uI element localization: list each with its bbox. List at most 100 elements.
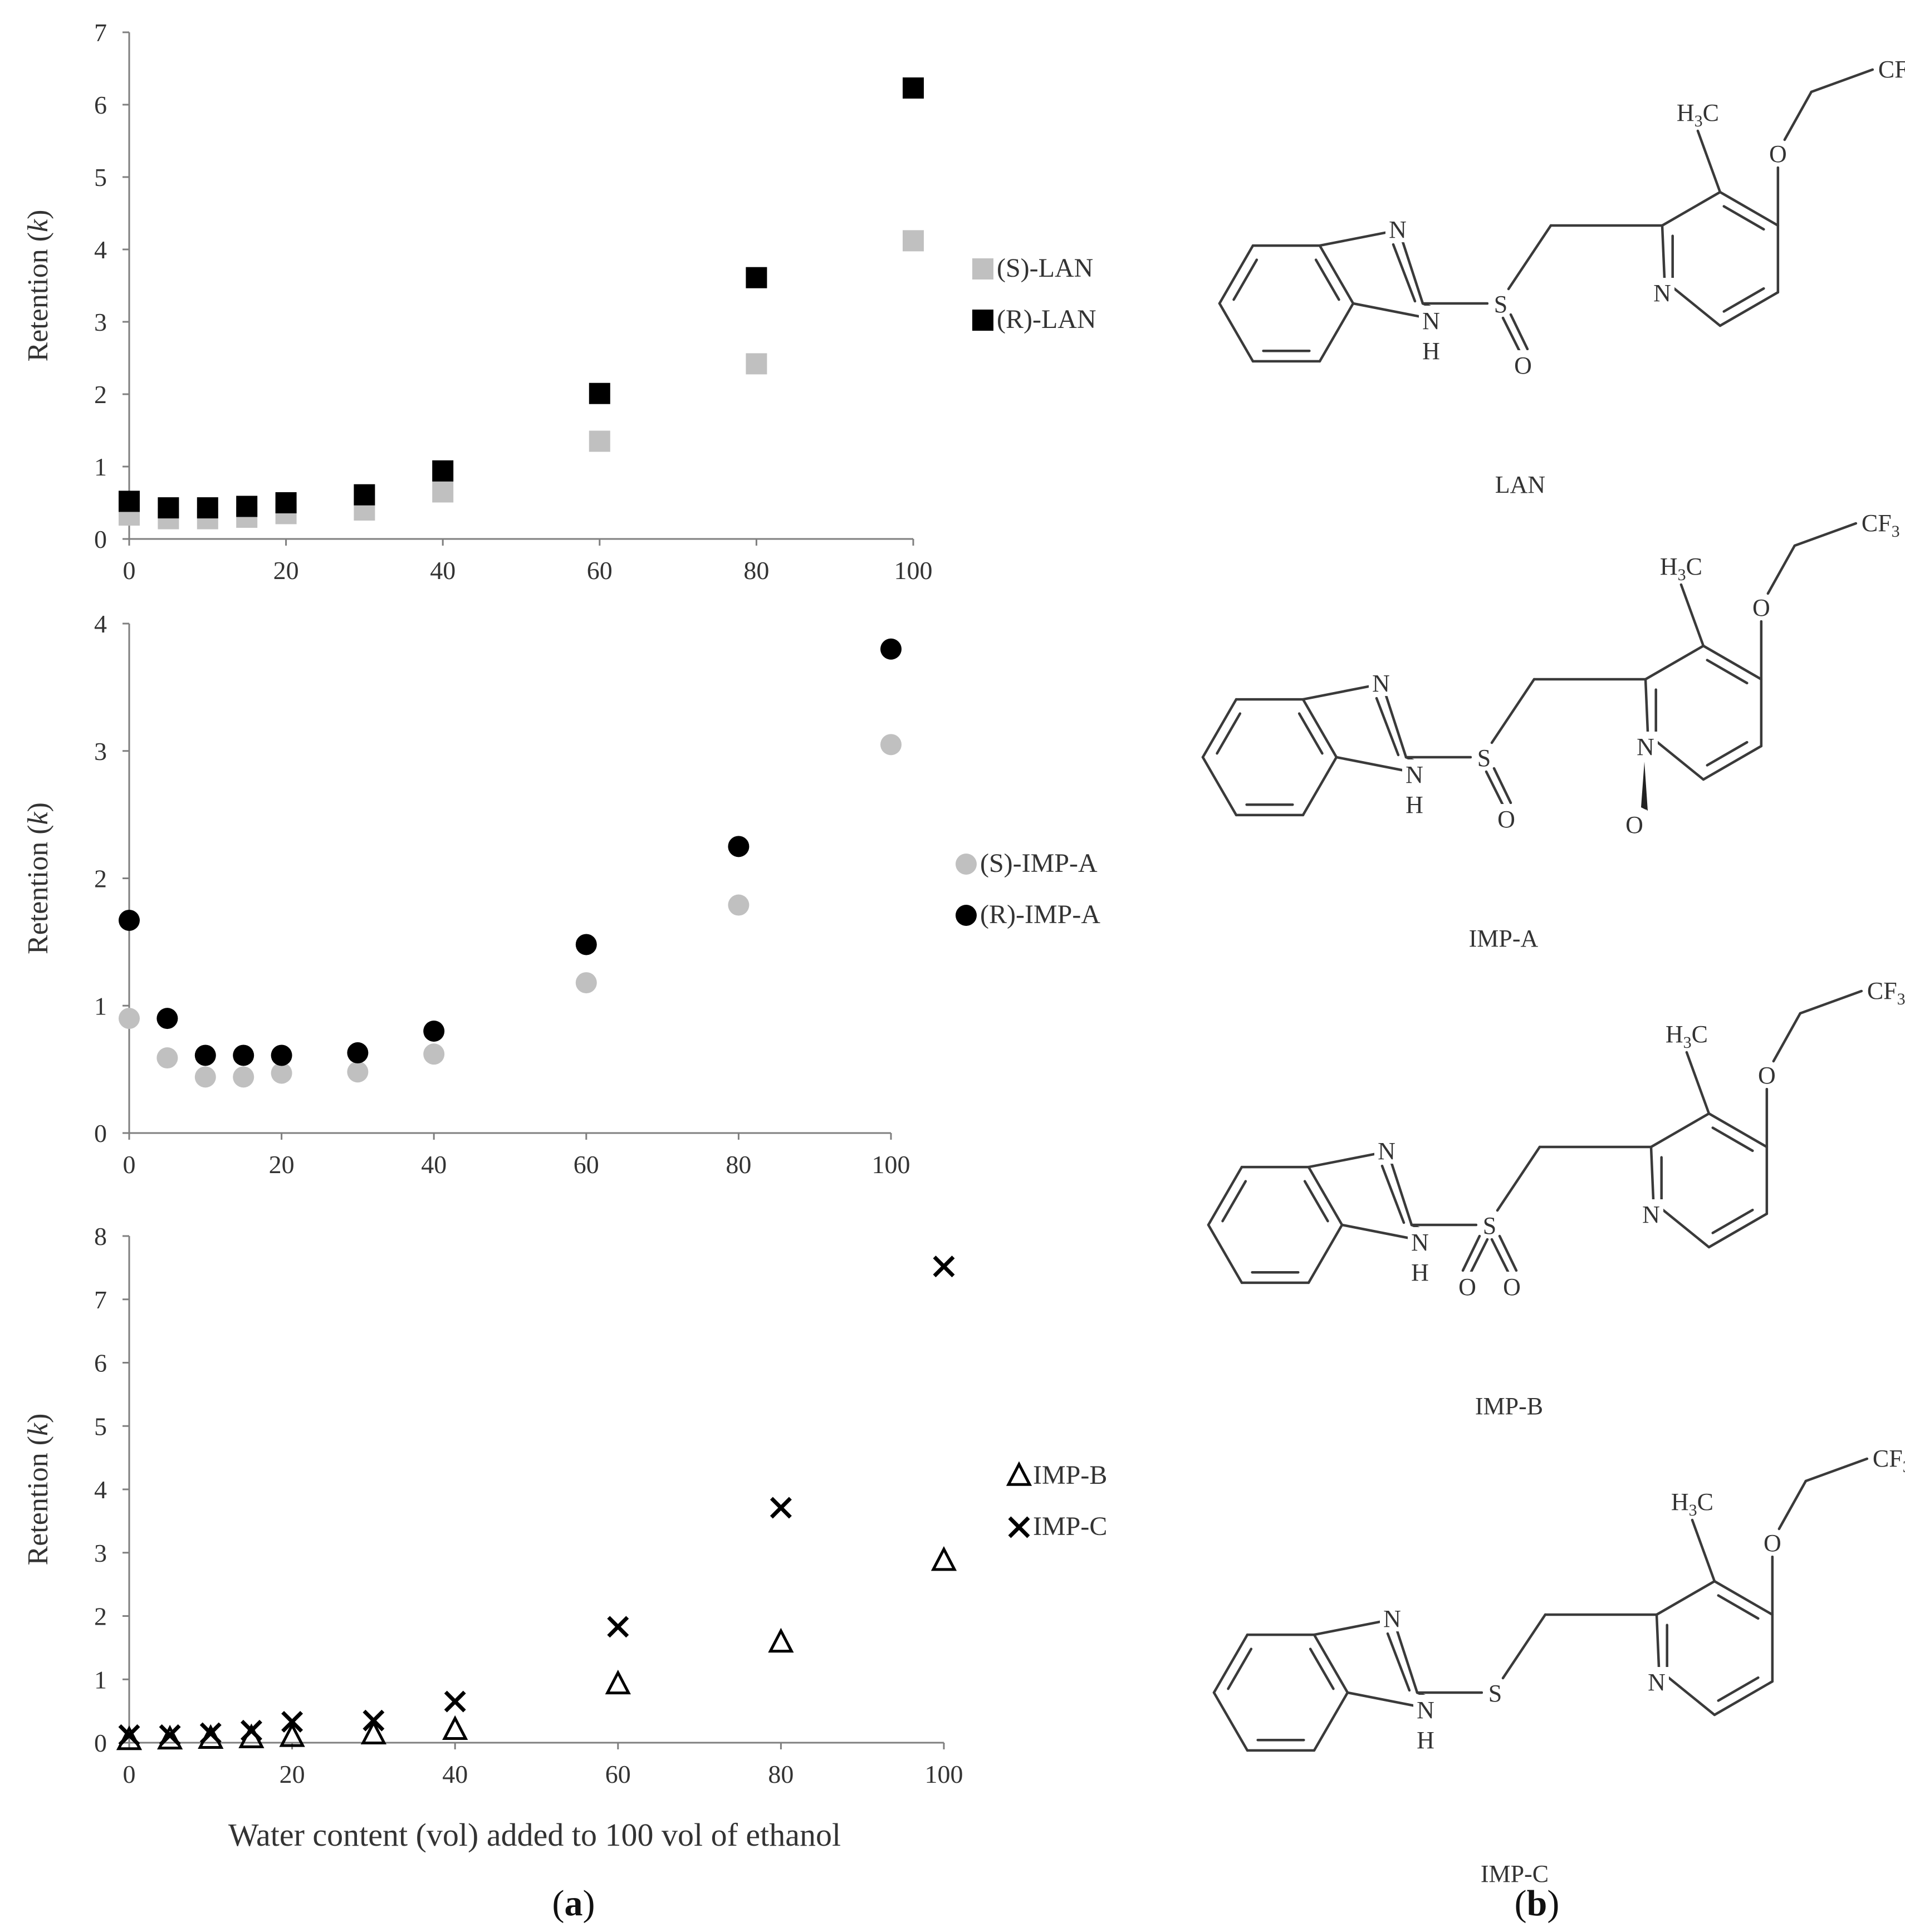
atom-N: N [1417, 1696, 1434, 1724]
structures-panel-b: NNHSONH3COCF3LANNNHSONOH3COCF3IMP-ANNHSO… [1201, 56, 1905, 1887]
bond [1335, 756, 1406, 772]
bond [1501, 316, 1521, 353]
data-point [156, 1008, 178, 1029]
x-tick-label: 20 [269, 1150, 295, 1179]
data-point [197, 497, 218, 519]
data-point [275, 492, 297, 513]
data-point [432, 460, 454, 482]
atom-N: N [1389, 216, 1407, 243]
x-tick-label: 100 [872, 1150, 910, 1179]
bond [1696, 129, 1722, 194]
atom-CF3: CF3 [1873, 1445, 1905, 1476]
data-point [589, 383, 610, 404]
atom-CF3-cf: CF [1867, 977, 1897, 1004]
x-tick-label: 40 [421, 1150, 447, 1179]
data-point [880, 638, 902, 660]
atom-CF3-cf: CF [1878, 56, 1905, 83]
y-tick-label: 3 [94, 1539, 107, 1567]
atom-methyl: H3C [1666, 1021, 1708, 1052]
y-tick-label: 3 [94, 737, 107, 766]
atom-N-bg [1633, 732, 1658, 759]
atom-O-bg [1511, 350, 1535, 378]
x-tick-label: 0 [123, 1150, 136, 1179]
atom-methyl-h: H [1660, 553, 1678, 580]
structure-name: LAN [1495, 471, 1545, 498]
series-(S)-IMP-A [119, 734, 902, 1088]
data-point [605, 1669, 631, 1695]
atom-O: O [1758, 1062, 1776, 1089]
y-tick-label: 7 [94, 18, 107, 47]
y-axis-label-symbol: k [22, 811, 54, 825]
atom-H: H [1406, 791, 1423, 818]
bond [1212, 1633, 1249, 1694]
bond [1717, 1594, 1760, 1620]
atom-methyl-c: C [1686, 553, 1702, 580]
bond [1649, 1145, 1655, 1201]
bond [1307, 1223, 1344, 1284]
y-tick-label: 6 [94, 1349, 107, 1377]
data-point [236, 496, 258, 517]
y-axis-label-close: ) [22, 802, 54, 812]
legend-marker [956, 854, 977, 875]
bond [1485, 770, 1505, 807]
panel-label-a-letter: a [565, 1883, 583, 1924]
x-tick-label: 80 [743, 556, 769, 585]
x-axis-label: Water content (vol) added to 100 vol of … [228, 1817, 841, 1853]
data-point [768, 1627, 794, 1653]
atom-methyl-c: C [1697, 1488, 1713, 1516]
bond [1718, 291, 1780, 327]
bond [1702, 744, 1763, 781]
x-tick-label: 80 [726, 1150, 751, 1179]
bond [1389, 1160, 1413, 1227]
atom-methyl-h: H [1666, 1021, 1683, 1048]
x-tick-label: 20 [280, 1760, 305, 1788]
data-point [158, 497, 179, 519]
atom-O-bg [1622, 810, 1647, 837]
data-point [933, 1256, 955, 1278]
y-tick-label: 5 [94, 163, 107, 192]
x-tick-label: 60 [574, 1150, 599, 1179]
legend-label: IMP-C [1033, 1512, 1107, 1541]
atom-methyl-h: H [1677, 99, 1695, 126]
atom-H: H [1411, 1259, 1429, 1286]
bond [1297, 712, 1324, 755]
bond [1490, 1238, 1510, 1274]
atom-S: S [1483, 1212, 1496, 1239]
bond [1496, 1145, 1541, 1212]
data-point [360, 1719, 387, 1745]
bond [1386, 1632, 1411, 1692]
atom-CF3: CF3 [1862, 509, 1900, 541]
atom-N-bg [1650, 278, 1674, 306]
atom-H: H [1417, 1727, 1434, 1754]
atom-O-bg [1760, 1528, 1785, 1556]
y-tick-label: 5 [94, 1412, 107, 1440]
x-tick-label: 60 [605, 1760, 631, 1788]
y-tick-label: 2 [94, 380, 107, 409]
bond [1314, 258, 1340, 301]
legend-label: (S)-IMP-A [980, 849, 1098, 878]
data-point [728, 894, 750, 916]
atom-O: O [1514, 352, 1532, 379]
structure-IMP-C: NNHSNH3COCF3IMP-C [1212, 1445, 1905, 1887]
y-axis-label: Retention (k) [22, 1414, 54, 1566]
bond [1384, 692, 1408, 759]
atom-O: O [1503, 1273, 1521, 1301]
bond [1644, 678, 1649, 733]
data-point [198, 1724, 224, 1749]
bond [1655, 1613, 1661, 1669]
bond [1666, 1675, 1716, 1717]
data-point [240, 1719, 262, 1742]
atom-O-bg [1749, 592, 1774, 620]
y-tick-label: 2 [94, 865, 107, 893]
atom-CF3-cf: CF [1862, 509, 1892, 537]
bond [1400, 238, 1424, 305]
data-point [589, 430, 610, 452]
bond [1461, 1234, 1481, 1272]
atom-S: S [1477, 744, 1491, 772]
structure-name: IMP-C [1481, 1860, 1549, 1887]
atom-N: N [1372, 670, 1390, 697]
panel-label-b: (b) [1515, 1883, 1560, 1924]
bond [1711, 1126, 1754, 1153]
